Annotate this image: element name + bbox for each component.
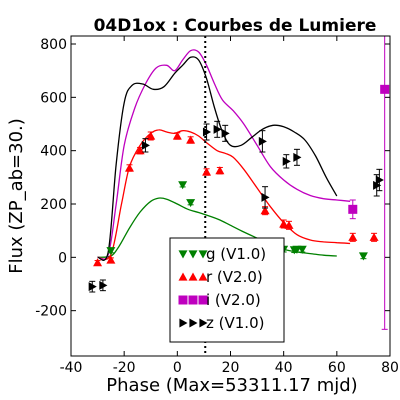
data-point-3-5: [221, 128, 230, 138]
legend-marker-0: [188, 250, 198, 259]
data-point-0-6: [297, 245, 307, 254]
data-point-1-9: [260, 206, 270, 215]
data-point-1-1: [106, 255, 116, 264]
data-point-1-11: [284, 220, 294, 229]
data-point-1-4: [146, 131, 156, 140]
legend-marker-0: [178, 250, 188, 259]
x-tick-label: 60: [328, 360, 346, 376]
data-point-3-6: [258, 136, 267, 146]
data-point-1-7: [202, 167, 212, 176]
data-point-0-0: [106, 247, 116, 256]
legend-label-2: i (V2.0): [206, 291, 261, 309]
legend-label-1: r (V2.0): [206, 268, 263, 286]
x-tick-label: -40: [60, 360, 83, 376]
data-point-3-8: [282, 156, 291, 166]
model-curve-0: [97, 197, 337, 258]
x-tick-label: -20: [113, 360, 136, 376]
data-point-3-2: [141, 140, 150, 150]
x-tick-label: 40: [275, 360, 293, 376]
data-point-2-1: [380, 84, 390, 94]
legend-label-0: g (V1.0): [206, 245, 266, 263]
y-tick-label: 0: [58, 250, 67, 266]
legend-marker-0: [198, 250, 208, 259]
data-point-0-2: [186, 199, 196, 208]
data-point-3-3: [202, 127, 212, 137]
legend-marker-1: [178, 272, 188, 281]
data-point-1-3: [135, 146, 145, 155]
legend-marker-1: [188, 272, 198, 281]
data-point-1-5: [172, 131, 182, 140]
data-point-0-1: [178, 181, 188, 190]
legend-marker-1: [198, 272, 208, 281]
data-point-1-8: [215, 166, 225, 175]
legend-marker-2: [178, 295, 188, 305]
data-point-3-10: [373, 180, 382, 190]
legend-marker-3: [189, 318, 198, 328]
model-curve-3: [97, 56, 338, 261]
y-tick-label: 600: [40, 90, 67, 106]
data-point-1-10: [279, 219, 289, 228]
y-tick-label: 200: [40, 197, 67, 213]
data-point-3-1: [99, 280, 108, 290]
y-tick-label: 400: [40, 144, 67, 160]
legend: g (V1.0) r (V2.0) i (V2.0) z (V1.0): [169, 237, 285, 343]
data-point-3-7: [261, 192, 270, 202]
model-curve-2: [97, 49, 351, 260]
data-point-1-2: [124, 163, 134, 172]
legend-box: [169, 237, 285, 343]
y-tick-label: 800: [40, 37, 67, 53]
data-point-3-9: [293, 152, 302, 162]
y-tick-label: -200: [35, 304, 67, 320]
data-point-1-0: [93, 258, 103, 267]
legend-marker-2: [188, 295, 198, 305]
data-point-1-6: [186, 135, 196, 144]
x-tick-label: 20: [222, 360, 240, 376]
x-axis-label: Phase (Max=53311.17 mjd): [106, 375, 357, 396]
legend-marker-2: [198, 295, 208, 305]
x-tick-label: 80: [381, 360, 399, 376]
data-point-2-0: [348, 204, 358, 214]
data-point-1-12: [348, 232, 358, 241]
data-point-3-11: [375, 175, 384, 185]
data-point-3-0: [88, 282, 97, 292]
data-point-3-4: [213, 124, 222, 134]
model-curve-1: [97, 129, 351, 260]
legend-marker-3: [199, 318, 208, 328]
x-tick-label: 0: [173, 360, 182, 376]
y-axis-label: Flux (ZP_ab=30.): [6, 118, 27, 274]
legend-label-3: z (V1.0): [206, 314, 264, 332]
data-point-1-13: [369, 232, 379, 241]
data-point-0-7: [358, 252, 368, 261]
legend-marker-3: [179, 318, 188, 328]
chart-title: 04D1ox : Courbes de Lumiere: [94, 16, 377, 36]
